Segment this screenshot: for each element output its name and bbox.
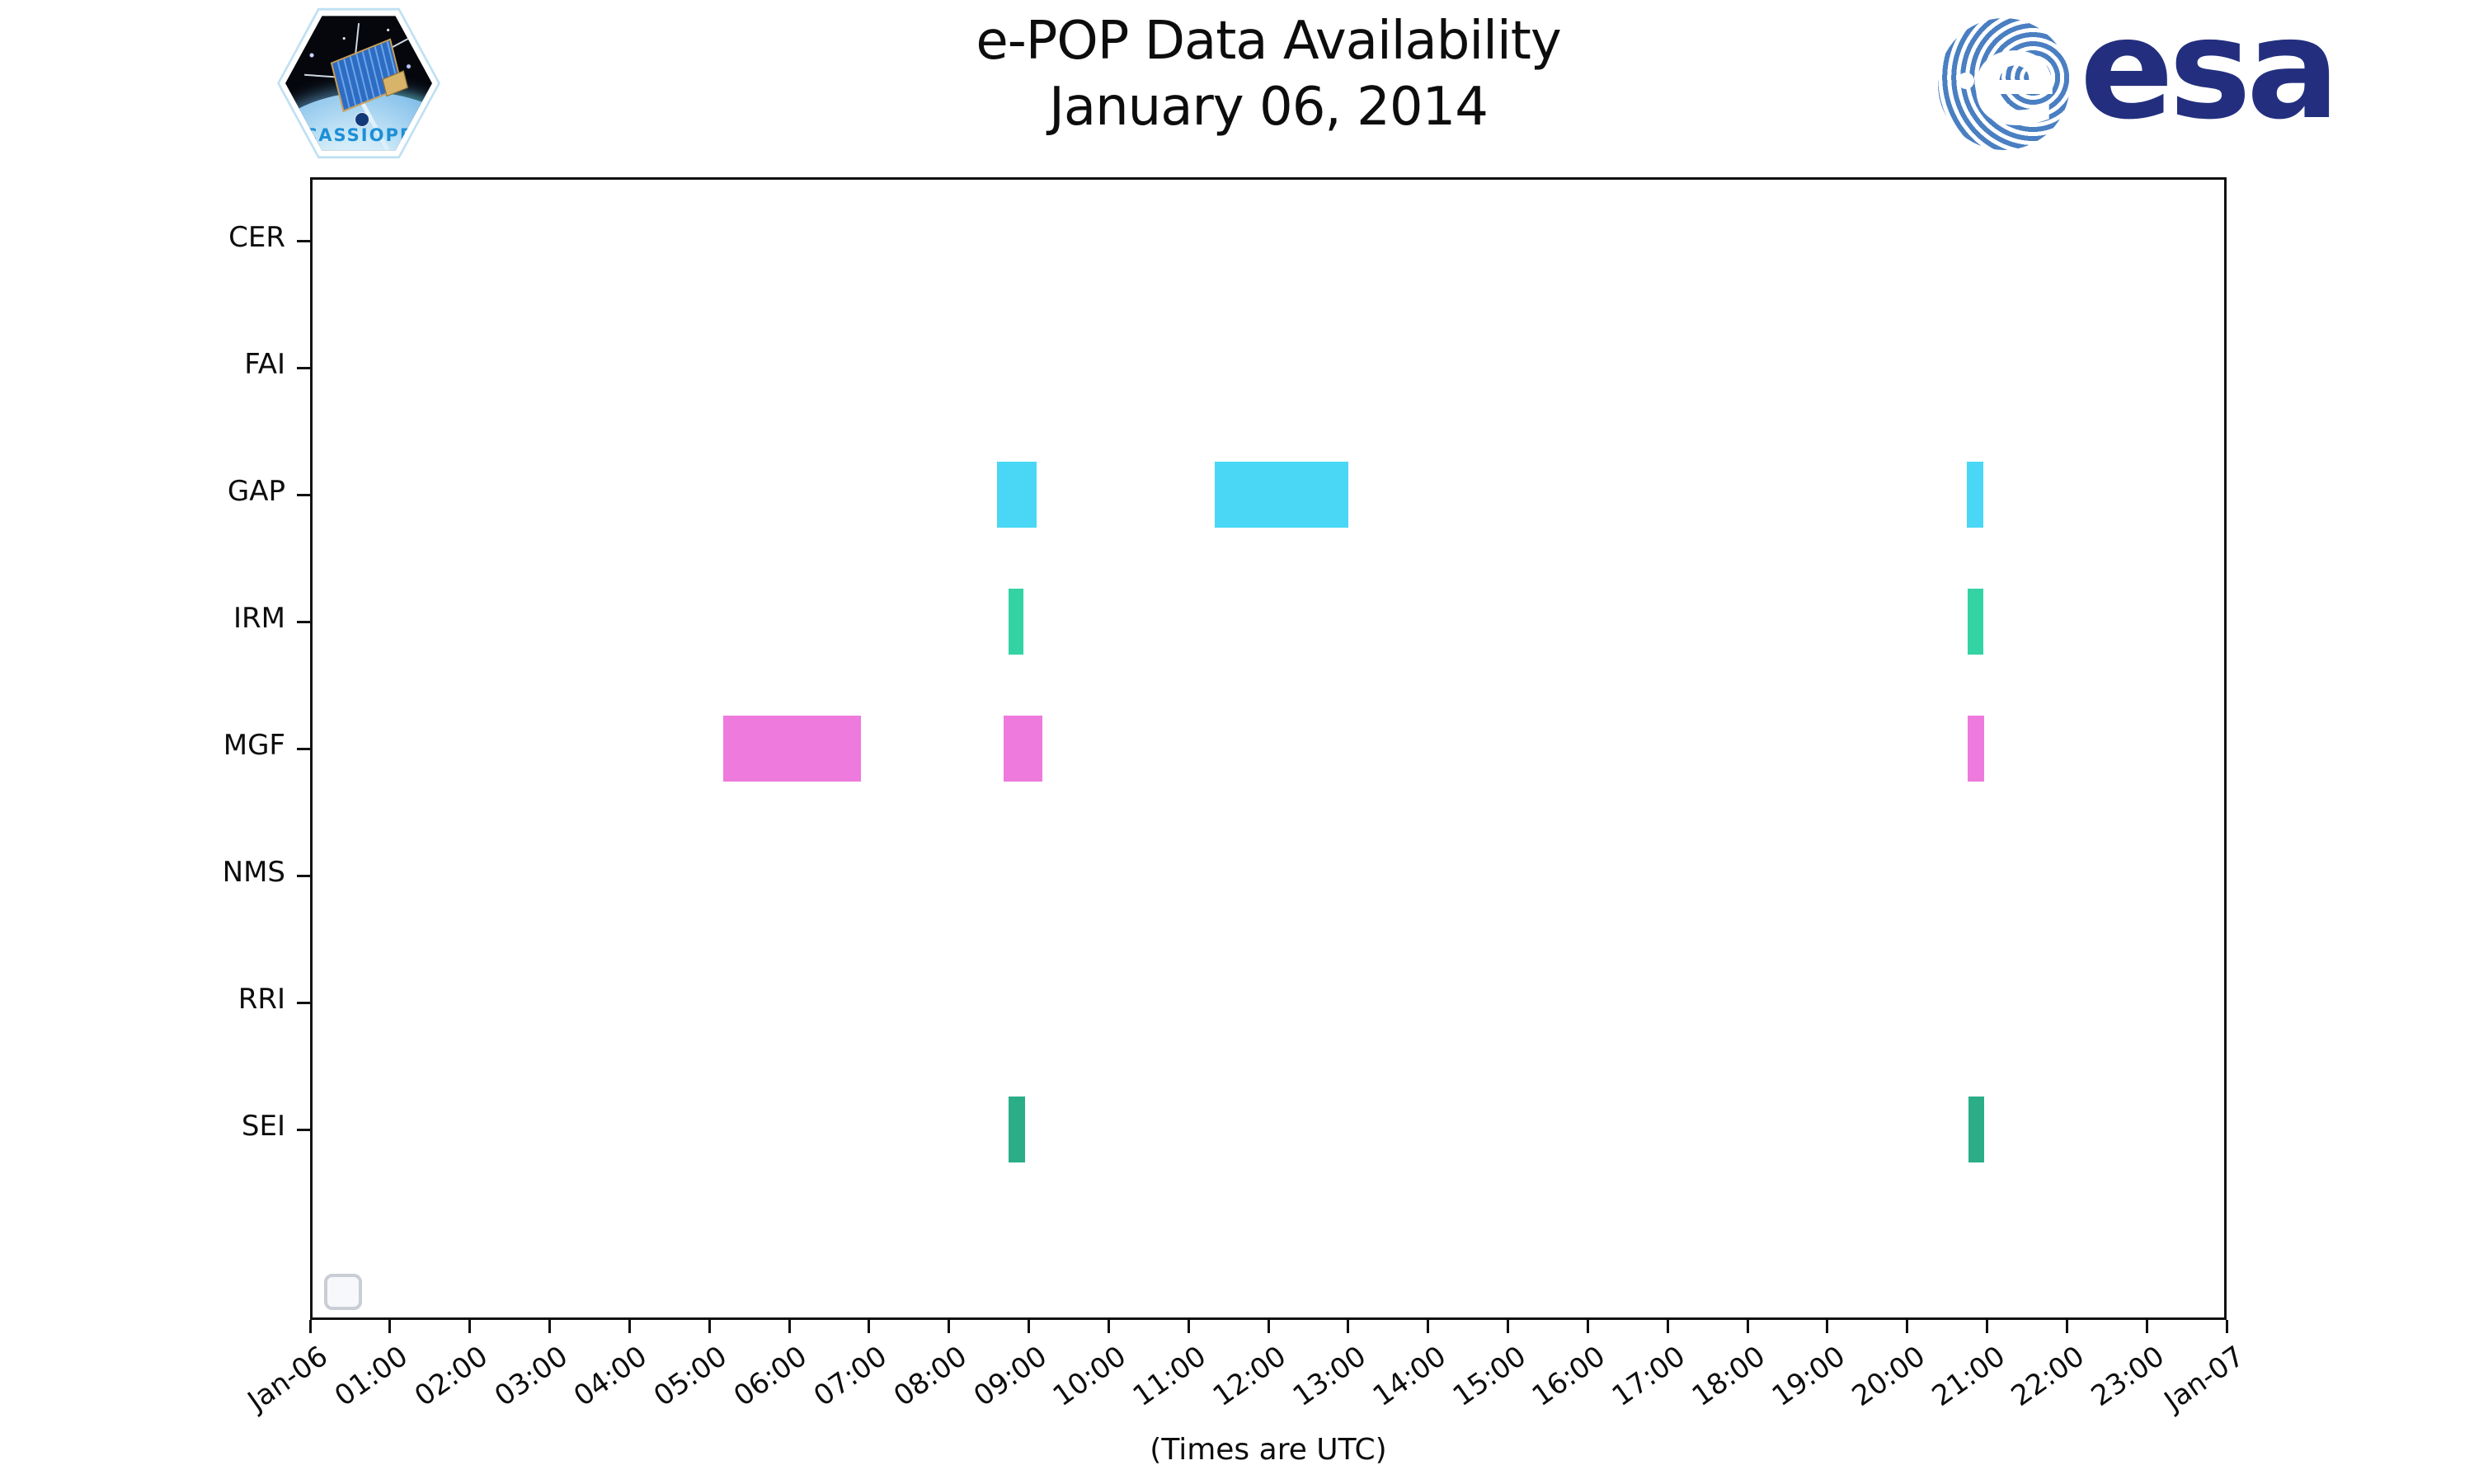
x-tick-label: 21:00	[1926, 1340, 2011, 1413]
y-tick	[297, 874, 310, 877]
x-tick-label: 06:00	[727, 1340, 813, 1413]
esa-sphere-dot	[1958, 73, 1974, 89]
x-tick	[308, 1320, 312, 1333]
y-tick-label-cer: CER	[228, 221, 285, 254]
esa-sphere-icon: e	[1938, 18, 2070, 150]
x-tick-label: 08:00	[887, 1340, 973, 1413]
esa-e-glyph: e	[1970, 18, 2059, 150]
x-tick-label: 04:00	[568, 1340, 654, 1413]
x-tick-label: 20:00	[1846, 1340, 1931, 1413]
y-tick	[297, 239, 310, 242]
x-tick-label: 23:00	[2085, 1340, 2171, 1413]
x-tick	[1347, 1320, 1350, 1333]
plot-area	[310, 177, 2227, 1320]
x-tick-label: 09:00	[967, 1340, 1053, 1413]
x-tick-label: 11:00	[1126, 1340, 1213, 1413]
x-tick-label: 05:00	[647, 1340, 734, 1413]
y-tick-label-fai: FAI	[244, 348, 285, 381]
x-tick	[1507, 1320, 1509, 1333]
x-tick	[1427, 1320, 1430, 1333]
x-tick	[1028, 1320, 1030, 1333]
x-tick-label: 16:00	[1526, 1340, 1612, 1413]
x-tick	[1267, 1320, 1270, 1333]
x-tick	[468, 1320, 472, 1333]
y-tick	[297, 747, 310, 750]
y-tick	[297, 366, 310, 369]
x-axis-label: (Times are UTC)	[1150, 1433, 1387, 1467]
y-tick	[297, 493, 310, 496]
x-tick	[2065, 1320, 2068, 1333]
y-tick-label-nms: NMS	[222, 856, 285, 889]
x-tick	[548, 1320, 551, 1333]
x-tick	[1187, 1320, 1190, 1333]
availability-bar-irm	[1968, 589, 1983, 655]
availability-bar-gap	[1215, 462, 1348, 528]
legend-box	[324, 1274, 362, 1310]
y-tick	[297, 1128, 310, 1131]
x-tick-label: 03:00	[488, 1340, 574, 1413]
y-tick-label-sei: SEI	[241, 1110, 285, 1143]
availability-bar-gap	[996, 462, 1037, 528]
title-line-2: January 06, 2014	[1049, 77, 1489, 138]
x-tick	[1107, 1320, 1110, 1333]
x-tick	[788, 1320, 791, 1333]
y-tick-label-irm: IRM	[233, 602, 285, 635]
x-tick	[1986, 1320, 1988, 1333]
chart-title: e-POP Data Availability January 06, 2014	[310, 8, 2227, 140]
y-tick	[297, 1001, 310, 1004]
x-tick	[1586, 1320, 1589, 1333]
x-tick	[1906, 1320, 1909, 1333]
x-tick	[948, 1320, 951, 1333]
availability-bar-mgf	[1003, 716, 1042, 782]
x-tick-label: 19:00	[1766, 1340, 1851, 1413]
esa-wordmark: esa	[2080, 0, 2340, 150]
csa-emblem-icon	[355, 112, 369, 127]
x-tick-label: 15:00	[1446, 1340, 1532, 1413]
cassiope-logo: CASSIOPE	[277, 5, 440, 162]
x-tick-label: Jan-07	[2158, 1340, 2251, 1418]
x-tick-label: 22:00	[2006, 1340, 2091, 1413]
x-tick-label: 14:00	[1366, 1340, 1452, 1413]
y-tick	[297, 620, 310, 623]
y-tick-label-rri: RRI	[238, 983, 285, 1016]
x-tick-label: 18:00	[1686, 1340, 1771, 1413]
x-tick-label: 02:00	[408, 1340, 494, 1413]
availability-bar-sei	[1968, 1097, 1984, 1162]
x-tick	[1666, 1320, 1669, 1333]
availability-bar-mgf	[722, 716, 862, 782]
x-tick-label: 13:00	[1286, 1340, 1372, 1413]
x-tick	[1746, 1320, 1749, 1333]
y-tick-label-gap: GAP	[227, 475, 285, 508]
availability-bar-mgf	[1968, 716, 1984, 782]
x-tick	[868, 1320, 871, 1333]
x-tick-label: 07:00	[807, 1340, 893, 1413]
availability-bar-gap	[1967, 462, 1983, 528]
title-line-1: e-POP Data Availability	[976, 11, 1561, 72]
x-tick	[2225, 1320, 2228, 1333]
x-tick-label: Jan-06	[242, 1340, 334, 1418]
x-tick	[708, 1320, 711, 1333]
availability-bar-sei	[1009, 1097, 1025, 1162]
x-tick	[628, 1320, 631, 1333]
x-tick-label: 01:00	[328, 1340, 414, 1413]
x-tick	[388, 1320, 392, 1333]
cassiope-label: CASSIOPE	[303, 125, 414, 145]
x-tick-label: 12:00	[1206, 1340, 1292, 1413]
x-tick-label: 10:00	[1047, 1340, 1133, 1413]
availability-bar-irm	[1009, 589, 1023, 655]
x-tick	[2145, 1320, 2148, 1333]
esa-logo: e esa	[1938, 0, 2340, 154]
x-tick-label: 17:00	[1606, 1340, 1692, 1413]
x-tick	[1826, 1320, 1829, 1333]
y-tick-label-mgf: MGF	[223, 729, 285, 762]
